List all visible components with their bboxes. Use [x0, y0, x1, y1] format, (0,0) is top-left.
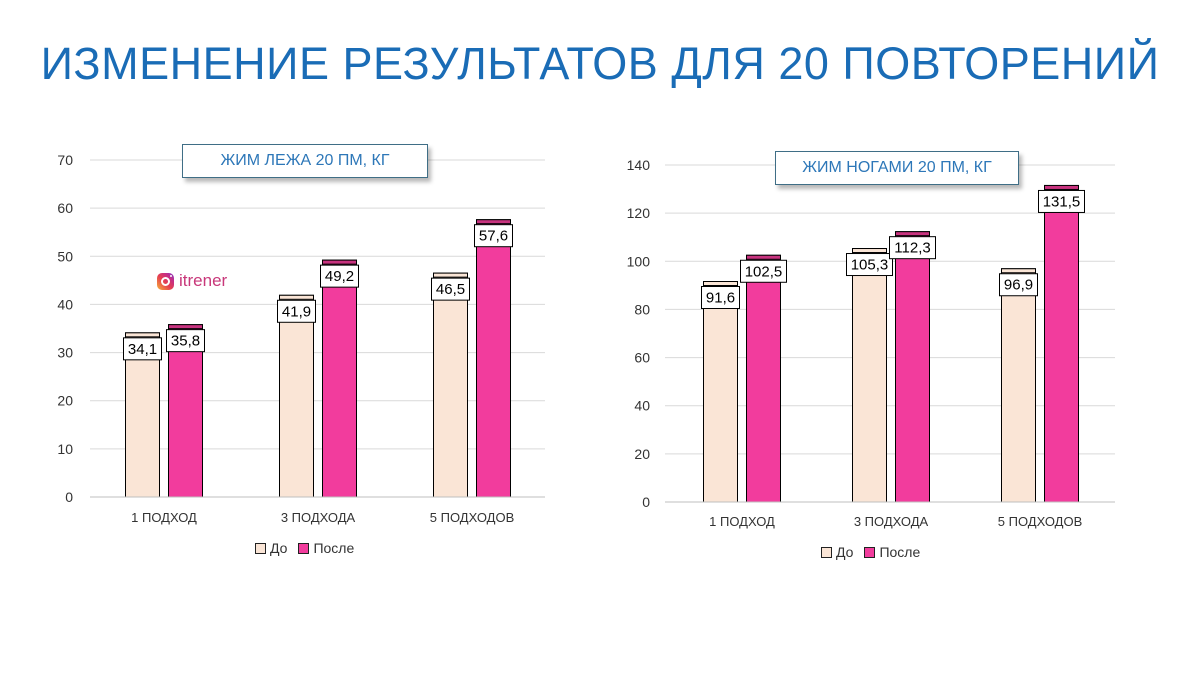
data-label-box — [474, 224, 513, 248]
data-label-box — [123, 337, 162, 361]
data-label: 102,5 — [745, 263, 783, 280]
legend-item-before: До — [821, 544, 853, 560]
data-label: 34,1 — [128, 341, 157, 358]
page-title: ИЗМЕНЕНИЕ РЕЗУЛЬТАТОВ ДЛЯ 20 ПОВТОРЕНИЙ — [40, 38, 1160, 89]
bar-cap-before — [433, 272, 468, 278]
data-label: 96,9 — [1004, 277, 1033, 294]
chart-legend-legpress: До После — [821, 544, 931, 560]
bar-before — [279, 294, 314, 498]
bar-cap-after — [895, 231, 930, 237]
legend-item-after: После — [864, 544, 920, 560]
bench-chart: 0 10 20 30 40 50 60 70 34,1 35,8 1 ПОДХОД 41,9 49,2 3… — [57, 152, 545, 525]
bar-before — [1001, 268, 1036, 503]
bar-cap-before — [852, 248, 887, 254]
y-tick-label: 40 — [634, 398, 650, 414]
data-label: 46,5 — [436, 281, 465, 298]
legend-swatch-after — [864, 546, 876, 558]
bar-cap-after — [168, 324, 203, 330]
y-tick-label: 60 — [634, 350, 650, 366]
y-tick-label: 0 — [65, 489, 73, 505]
bar-after — [746, 254, 781, 503]
data-label: 91,6 — [706, 290, 735, 307]
x-category-label: 3 ПОДХОДА — [281, 510, 356, 525]
y-tick-label: 140 — [627, 157, 651, 173]
y-tick-label: 20 — [57, 393, 73, 409]
data-label-box — [740, 259, 787, 283]
x-category-label: 1 ПОДХОД — [131, 510, 197, 525]
x-category-label: 3 ПОДХОДА — [854, 514, 929, 529]
data-label-box — [701, 286, 740, 310]
data-label-box — [889, 236, 936, 260]
bar-cap-before — [279, 294, 314, 300]
bar-after — [322, 259, 357, 498]
x-category-label: 5 ПОДХОДОВ — [998, 514, 1082, 529]
instagram-icon — [157, 272, 174, 290]
bar-cap-before — [703, 281, 738, 287]
legend-item-after: После — [298, 540, 354, 556]
y-tick-label: 30 — [57, 345, 73, 361]
data-label-box — [277, 299, 316, 323]
y-tick-label: 80 — [634, 301, 650, 317]
y-tick-label: 0 — [642, 494, 650, 510]
data-label-box — [431, 277, 470, 301]
x-category-label: 1 ПОДХОД — [709, 514, 775, 529]
data-label: 105,3 — [851, 257, 889, 274]
data-label-box — [999, 273, 1038, 297]
data-label-box — [1038, 189, 1085, 213]
data-label: 41,9 — [282, 303, 311, 320]
bar-after — [895, 231, 930, 503]
bench-press-chart-title: ЖИМ ЛЕЖА 20 ПМ, КГ — [182, 144, 428, 178]
data-label: 35,8 — [171, 333, 200, 350]
data-label-box — [320, 264, 359, 288]
bar-cap-after — [476, 219, 511, 225]
legend-label-before: До — [270, 540, 288, 556]
y-tick-label: 20 — [634, 446, 650, 462]
legpress-chart: 0 20 40 60 80 100 120 140 91,6 102,5 1 ПОДХОД 105,3… — [627, 157, 1115, 529]
y-tick-label: 100 — [627, 253, 651, 269]
data-label: 57,6 — [479, 228, 508, 245]
bar-after — [1044, 184, 1079, 503]
bar-cap-after — [746, 254, 781, 260]
x-category-label: 5 ПОДХОДОВ — [430, 510, 514, 525]
legend-item-before: До — [255, 540, 287, 556]
leg-press-chart-title: ЖИМ НОГАМИ 20 ПМ, КГ — [775, 151, 1019, 185]
bar-cap-after — [1044, 184, 1079, 190]
legend-swatch-after — [298, 542, 310, 554]
legend-swatch-before — [255, 542, 266, 554]
legend-swatch-before — [821, 546, 832, 558]
y-tick-label: 120 — [627, 205, 651, 221]
legend-label-after: После — [313, 540, 355, 556]
bar-before — [852, 248, 887, 503]
bar-after — [476, 219, 511, 498]
data-label: 49,2 — [325, 268, 354, 285]
data-label: 131,5 — [1043, 193, 1081, 210]
bar-cap-after — [322, 259, 357, 265]
y-tick-label: 60 — [57, 200, 73, 216]
data-label-box — [166, 329, 205, 353]
watermark: itrener — [157, 271, 227, 291]
legend-label-after: После — [879, 544, 921, 560]
bar-before — [433, 272, 468, 498]
legend-label-before: До — [836, 544, 854, 560]
y-tick-label: 10 — [57, 441, 73, 457]
y-tick-label: 70 — [57, 152, 73, 168]
bar-cap-before — [1001, 268, 1036, 274]
bar-before — [703, 281, 738, 503]
data-label: 112,3 — [894, 240, 930, 257]
data-label-box — [846, 253, 893, 277]
bar-cap-before — [125, 332, 160, 338]
chart-legend-bench: До После — [255, 540, 365, 556]
y-tick-label: 40 — [57, 296, 73, 312]
y-tick-label: 50 — [57, 248, 73, 264]
watermark-label: itrener — [179, 271, 228, 290]
